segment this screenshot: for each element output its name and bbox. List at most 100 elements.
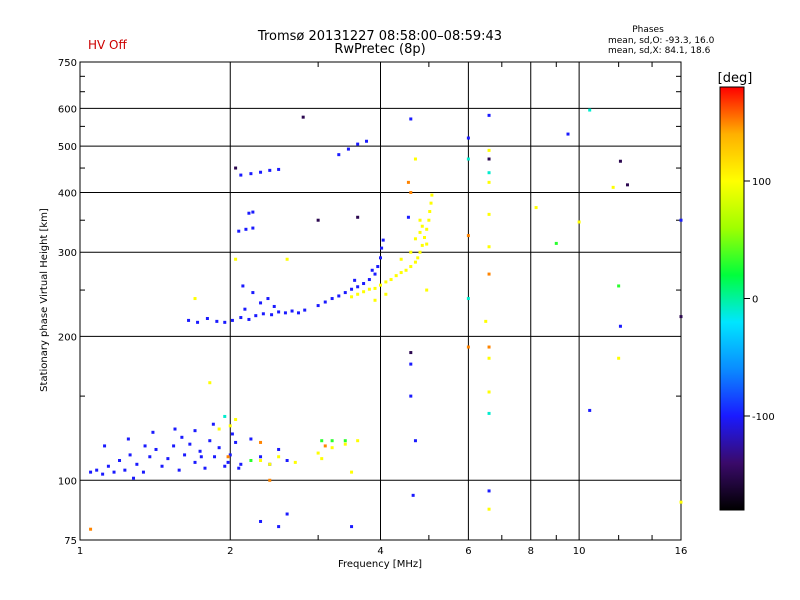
data-point <box>588 408 592 412</box>
data-point <box>330 439 334 443</box>
data-point <box>487 180 491 184</box>
data-point <box>413 157 417 161</box>
data-point <box>418 218 422 222</box>
data-point <box>384 280 388 284</box>
data-point <box>237 229 241 233</box>
data-point <box>406 215 410 219</box>
colorbar <box>719 86 745 511</box>
data-point <box>373 286 377 290</box>
axis-ticks: 1 2 4 6 8 10 16 75 100 200 300 400 500 600 750 <box>58 58 687 557</box>
x-tick-label: 10 <box>573 546 586 557</box>
data-point <box>228 424 232 428</box>
data-point <box>187 318 191 322</box>
y-tick-label: 75 <box>64 536 77 547</box>
x-tick-label: 16 <box>675 546 688 557</box>
phase-stats-x: mean, sd,X: 84.1, 18.6 <box>608 46 711 56</box>
data-point <box>103 444 107 448</box>
data-point <box>203 466 207 470</box>
data-point <box>323 444 327 448</box>
data-point <box>323 300 327 304</box>
data-point <box>132 476 136 480</box>
hv-status-label: HV Off <box>88 38 127 52</box>
data-point <box>356 285 360 289</box>
data-point <box>679 315 683 319</box>
data-point <box>316 218 320 222</box>
data-point <box>617 356 621 360</box>
data-point <box>362 282 366 286</box>
data-point <box>101 472 105 476</box>
data-point <box>226 455 230 459</box>
data-point <box>234 440 238 444</box>
data-point <box>154 447 158 451</box>
data-point <box>251 291 255 295</box>
data-point <box>425 227 429 231</box>
data-point <box>180 435 184 439</box>
y-tick-label: 400 <box>58 188 77 199</box>
data-point <box>404 268 408 272</box>
data-point <box>118 458 122 462</box>
data-point <box>293 460 297 464</box>
data-point <box>237 466 241 470</box>
data-point <box>247 317 251 321</box>
data-point <box>430 193 434 197</box>
data-point <box>611 185 615 189</box>
x-tick-label: 1 <box>77 546 83 557</box>
data-point <box>259 519 263 523</box>
data-point <box>211 422 215 426</box>
data-point <box>277 310 281 314</box>
plot-area: 1 2 4 6 8 10 16 75 100 200 300 400 500 600 750 <box>58 58 687 557</box>
data-point <box>425 242 429 246</box>
data-point <box>487 272 491 276</box>
data-point <box>89 527 93 531</box>
phase-stats-heading: Phases <box>632 25 664 35</box>
data-point <box>416 256 420 260</box>
data-point <box>316 451 320 455</box>
data-point <box>367 287 371 291</box>
data-point <box>205 316 209 320</box>
data-point <box>534 206 538 210</box>
data-point <box>346 147 350 151</box>
grid-lines <box>80 62 681 540</box>
data-point <box>566 132 570 136</box>
data-point <box>409 190 413 194</box>
data-point <box>112 470 116 474</box>
data-point <box>425 288 429 292</box>
data-point <box>409 362 413 366</box>
data-point <box>381 238 385 242</box>
data-point <box>259 458 263 462</box>
data-point <box>330 297 334 301</box>
data-point <box>126 437 130 441</box>
data-point <box>268 168 272 172</box>
data-point <box>249 172 253 176</box>
data-point <box>484 319 488 323</box>
data-point <box>411 493 415 497</box>
data-point <box>487 245 491 249</box>
data-point <box>429 201 433 205</box>
data-point <box>95 468 99 472</box>
data-point <box>365 139 369 143</box>
data-point <box>303 308 307 312</box>
data-point <box>418 230 422 234</box>
data-point <box>239 462 243 466</box>
y-tick-label: 600 <box>58 104 77 115</box>
data-point <box>259 301 263 305</box>
x-tick-label: 8 <box>528 546 534 557</box>
data-point <box>413 439 417 443</box>
data-point <box>379 256 382 260</box>
data-point <box>244 227 248 231</box>
x-tick-label: 6 <box>465 546 471 557</box>
data-point <box>277 525 281 529</box>
data-point <box>353 278 357 282</box>
data-point <box>409 351 413 355</box>
data-point <box>320 439 324 443</box>
data-point <box>239 316 243 320</box>
data-point <box>343 442 347 446</box>
data-point <box>266 297 270 301</box>
data-point <box>373 298 377 302</box>
data-point <box>254 314 258 318</box>
data-point <box>422 236 426 240</box>
data-point <box>420 224 424 228</box>
data-point <box>487 507 491 511</box>
data-point <box>487 356 491 360</box>
